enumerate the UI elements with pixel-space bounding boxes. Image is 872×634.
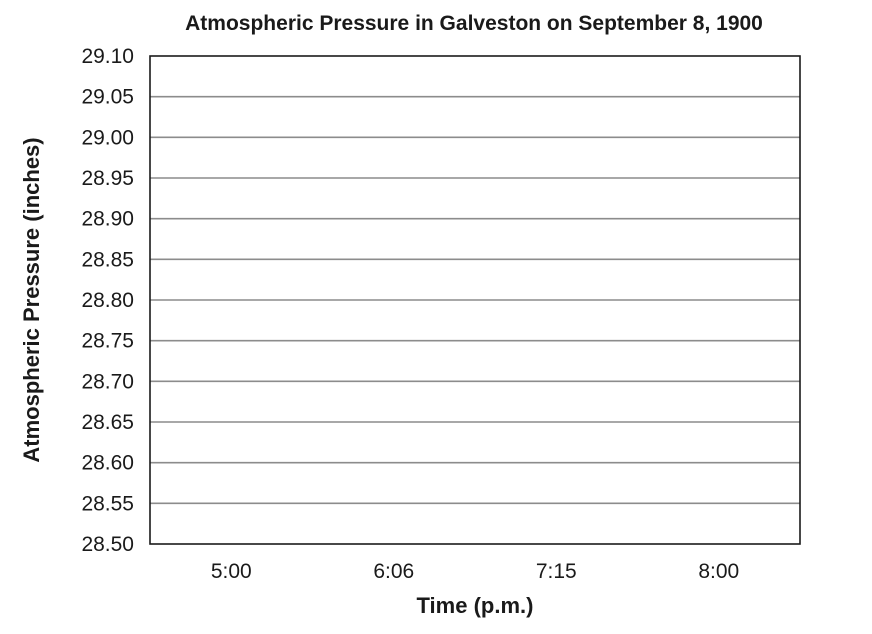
y-tick-label: 28.65 (81, 411, 134, 434)
y-tick-label: 28.95 (81, 167, 134, 190)
x-axis-label: Time (p.m.) (417, 593, 534, 618)
y-tick-label: 28.50 (81, 533, 134, 556)
y-tick-label: 29.05 (81, 86, 134, 109)
y-tick-label: 28.85 (81, 248, 134, 271)
y-tick-label: 28.70 (81, 370, 134, 393)
y-axis-label: Atmospheric Pressure (inches) (19, 137, 44, 462)
x-tick-labels: 5:00 6:06 7:15 8:00 (211, 560, 739, 583)
y-tick-labels: 28.50 28.55 28.60 28.65 28.70 28.75 28.80 28.85… (81, 45, 134, 556)
x-tick-label: 7:15 (536, 560, 577, 583)
y-tick-label: 28.90 (81, 208, 134, 231)
x-tick-label: 8:00 (698, 560, 739, 583)
y-tick-label: 28.55 (81, 492, 134, 515)
y-tick-label: 28.75 (81, 330, 134, 353)
y-tick-label: 28.80 (81, 289, 134, 312)
y-tick-label: 28.60 (81, 452, 134, 475)
plot-frame (149, 55, 801, 545)
y-tick-label: 29.00 (81, 126, 134, 149)
chart-title: Atmospheric Pressure in Galveston on Sep… (185, 12, 763, 35)
x-tick-label: 6:06 (373, 560, 414, 583)
grid-lines (150, 95, 800, 505)
y-tick-label: 29.10 (81, 45, 134, 68)
x-tick-label: 5:00 (211, 560, 252, 583)
